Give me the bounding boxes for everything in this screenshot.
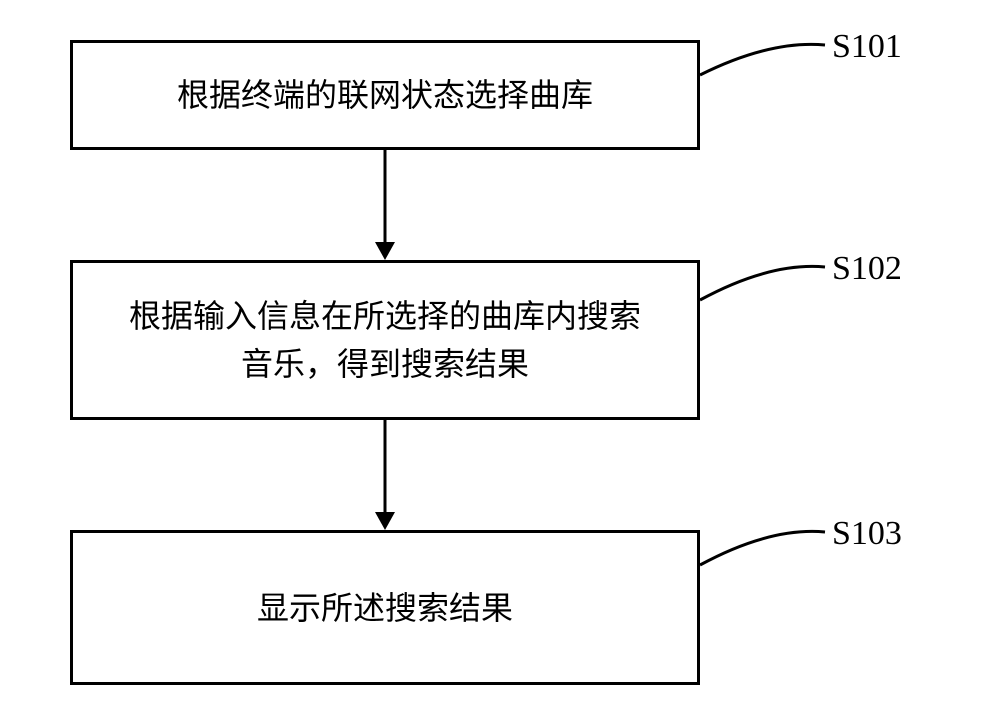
flowchart-canvas: 根据终端的联网状态选择曲库S101根据输入信息在所选择的曲库内搜索 音乐，得到搜… <box>0 0 1000 715</box>
label-connector-3 <box>0 0 1000 715</box>
